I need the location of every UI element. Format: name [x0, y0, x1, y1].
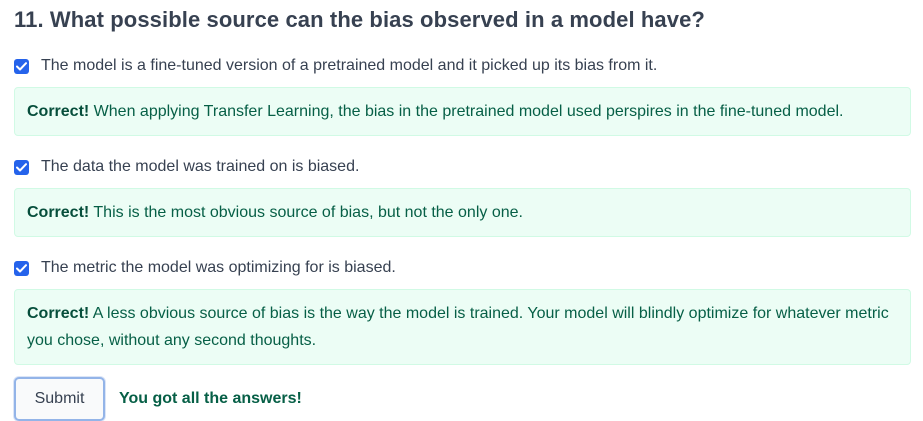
- feedback-box: Correct! This is the most obvious source…: [14, 188, 911, 237]
- feedback-correct-label: Correct!: [27, 204, 90, 221]
- checkbox-checked-icon[interactable]: [14, 159, 29, 175]
- feedback-box: Correct! A less obvious source of bias i…: [14, 289, 911, 365]
- quiz-container: 11. What possible source can the bias ob…: [14, 0, 911, 421]
- checkbox-checked-icon[interactable]: [14, 260, 29, 276]
- option-label: The model is a fine-tuned version of a p…: [41, 57, 658, 74]
- option-label: The data the model was trained on is bia…: [41, 158, 360, 175]
- feedback-explanation: A less obvious source of bias is the way…: [27, 305, 889, 349]
- option-row[interactable]: The model is a fine-tuned version of a p…: [14, 55, 911, 77]
- feedback-correct-label: Correct!: [27, 305, 90, 322]
- feedback-box: Correct! When applying Transfer Learning…: [14, 87, 911, 136]
- feedback-correct-label: Correct!: [27, 103, 90, 120]
- feedback-explanation: This is the most obvious source of bias,…: [89, 204, 523, 221]
- checkbox-checked-icon[interactable]: [14, 58, 29, 74]
- option-row[interactable]: The data the model was trained on is bia…: [14, 156, 911, 178]
- option-label: The metric the model was optimizing for …: [41, 259, 396, 276]
- submit-row: Submit You got all the answers!: [14, 377, 911, 421]
- feedback-explanation: When applying Transfer Learning, the bia…: [89, 103, 844, 120]
- submit-button[interactable]: Submit: [14, 377, 105, 421]
- result-message: You got all the answers!: [119, 390, 302, 407]
- option-row[interactable]: The metric the model was optimizing for …: [14, 257, 911, 279]
- question-title: 11. What possible source can the bias ob…: [14, 7, 705, 32]
